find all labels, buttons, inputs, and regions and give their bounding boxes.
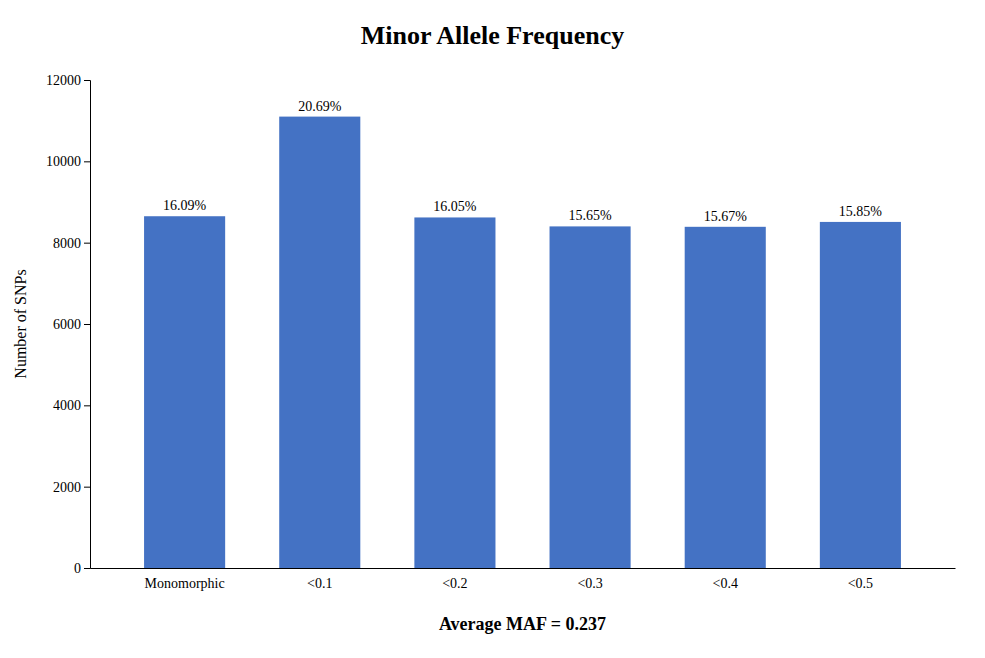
x-tick-label: <0.3 <box>577 576 602 591</box>
x-tick-label: <0.4 <box>713 576 738 591</box>
y-tick: 12000 <box>46 73 90 88</box>
y-tick-label: 8000 <box>53 236 81 251</box>
x-tick: <0.2 <box>442 576 467 591</box>
data-label: 15.67% <box>704 209 748 224</box>
x-tick: Monomorphic <box>145 576 225 591</box>
y-tick: 0 <box>74 561 90 576</box>
x-tick-label: <0.2 <box>442 576 467 591</box>
y-tick-mark <box>84 80 90 81</box>
x-axis-title: Average MAF = 0.237 <box>439 614 606 634</box>
data-label: 16.09% <box>163 198 207 213</box>
x-axis-line <box>91 568 956 569</box>
bars <box>144 117 901 568</box>
bar <box>414 217 495 568</box>
y-tick-label: 0 <box>74 561 81 576</box>
plot: 16.09% 20.69% 16.05% 15.65% 15.67% 15.85% Mono… <box>46 73 956 591</box>
y-tick: 2000 <box>53 480 90 495</box>
x-tick: <0.3 <box>577 576 602 591</box>
chart: 16.09% 20.69% 16.05% 15.65% 15.67% 15.85% Mono… <box>0 0 985 658</box>
data-label: 15.85% <box>839 204 883 219</box>
bar <box>144 216 225 568</box>
y-tick: 10000 <box>46 154 90 169</box>
x-tick-label: <0.1 <box>307 576 332 591</box>
x-tick-label: Monomorphic <box>145 576 225 591</box>
x-axis: Monomorphic <0.1 <0.2 <0.3 <0.4 <0.5 <box>91 569 956 591</box>
y-tick-label: 2000 <box>53 480 81 495</box>
title: Minor Allele Frequency <box>361 21 624 50</box>
y-tick-label: 12000 <box>46 73 81 88</box>
x-tick: <0.5 <box>848 576 873 591</box>
y-tick: 4000 <box>53 398 90 413</box>
bar <box>279 117 360 568</box>
y-tick: 8000 <box>53 236 90 251</box>
y-tick-mark <box>84 568 90 569</box>
y-axis: 0 2000 4000 6000 8000 10000 12000 <box>46 73 91 576</box>
y-tick-label: 4000 <box>53 398 81 413</box>
x-tick-label: <0.5 <box>848 576 873 591</box>
x-tick: <0.1 <box>307 576 332 591</box>
data-label: 20.69% <box>298 99 342 114</box>
y-tick-mark <box>84 161 90 162</box>
y-tick-mark <box>84 487 90 488</box>
data-label: 15.65% <box>568 208 612 223</box>
bar <box>820 222 901 568</box>
y-tick: 6000 <box>53 317 90 332</box>
y-tick-label: 10000 <box>46 154 81 169</box>
bar <box>685 227 766 568</box>
y-axis-line <box>84 81 91 569</box>
y-tick-label: 6000 <box>53 317 81 332</box>
bar <box>550 226 631 568</box>
x-tick: <0.4 <box>713 576 738 591</box>
y-axis-title: Number of SNPs <box>12 269 29 378</box>
data-labels: 16.09% 20.69% 16.05% 15.65% 15.67% 15.85% <box>163 99 882 224</box>
data-label: 16.05% <box>433 199 477 214</box>
y-tick-mark <box>84 405 90 406</box>
y-tick-mark <box>84 243 90 244</box>
chart-container: 16.09% 20.69% 16.05% 15.65% 15.67% 15.85% Mono… <box>0 0 985 658</box>
y-tick-mark <box>84 324 90 325</box>
